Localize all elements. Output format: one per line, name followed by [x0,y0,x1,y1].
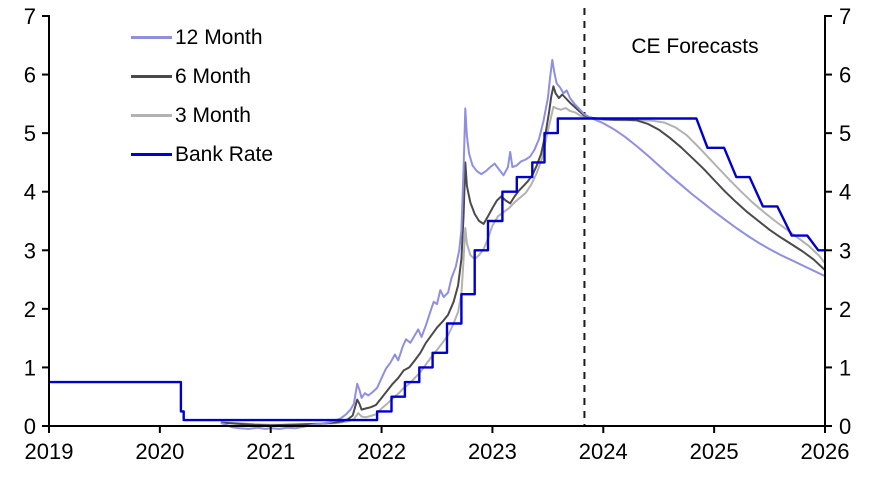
series-line-bank-rate [49,117,825,422]
y-tick-label-left: 3 [24,238,36,263]
y-tick-label-right: 6 [839,63,851,88]
series-line-6-month [220,85,826,427]
forecast-annotation-label: CE Forecasts [631,35,758,58]
legend-label-bank-rate: Bank Rate [175,142,274,166]
x-tick-label: 2021 [246,439,295,464]
y-tick-label-right: 0 [839,414,851,439]
y-tick-label-left: 7 [24,4,36,29]
legend-line-bank-rate [131,153,172,156]
legend-item-6-month: 6 Month [131,57,273,96]
legend-item-3-month: 3 Month [131,96,273,135]
y-tick-label-left: 0 [24,414,36,439]
legend-item-bank-rate: Bank Rate [131,135,273,174]
x-tick-label: 2019 [25,439,74,464]
series-line-3-month [220,105,826,426]
chart-legend: 12 Month 6 Month 3 Month Bank Rate [131,18,273,174]
legend-line-12-month [131,36,172,39]
legend-label-6-month: 6 Month [175,64,251,88]
y-tick-label-right: 4 [839,180,851,205]
legend-line-3-month [131,114,172,117]
y-tick-label-right: 7 [839,4,851,29]
x-tick-label: 2023 [468,439,517,464]
y-tick-label-right: 3 [839,238,851,263]
y-tick-label-right: 5 [839,121,851,146]
y-tick-label-left: 5 [24,121,36,146]
y-tick-label-right: 2 [839,297,851,322]
x-tick-label: 2020 [135,439,184,464]
y-tick-label-left: 6 [24,63,36,88]
x-tick-label: 2026 [801,439,850,464]
series-line-12-month [220,58,826,430]
x-tick-label: 2022 [357,439,406,464]
y-tick-label-left: 1 [24,355,36,380]
legend-line-6-month [131,75,172,78]
x-tick-label: 2024 [579,439,628,464]
legend-label-12-month: 12 Month [175,25,263,49]
legend-label-3-month: 3 Month [175,103,251,127]
legend-item-12-month: 12 Month [131,18,273,57]
y-tick-label-left: 2 [24,297,36,322]
y-tick-label-left: 4 [24,180,36,205]
x-tick-label: 2025 [690,439,739,464]
y-tick-label-right: 1 [839,355,851,380]
